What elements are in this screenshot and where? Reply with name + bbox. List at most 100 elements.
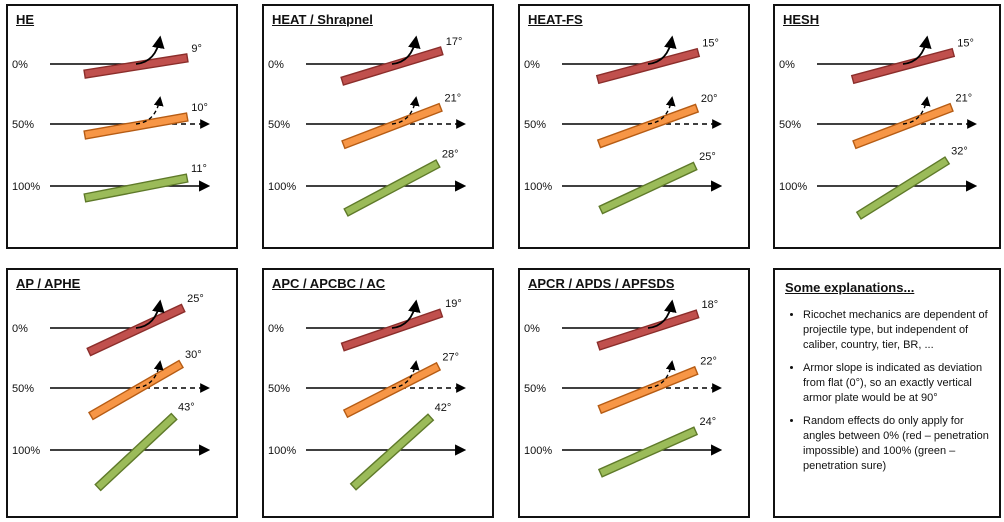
explanation-item: Armor slope is indicated as deviation fr…	[803, 361, 993, 406]
ricochet-path	[135, 96, 164, 125]
explanations-list: Ricochet mechanics are dependent of proj…	[783, 308, 993, 482]
penetration-probability-label: 50%	[268, 119, 290, 131]
slope-angle-label: 24°	[700, 416, 717, 428]
ricochet-path	[391, 35, 421, 65]
penetration-probability-label: 100%	[524, 445, 552, 457]
penetration-probability-label: 0%	[524, 323, 540, 335]
slope-angle-label: 30°	[185, 349, 202, 361]
ricochet-path	[391, 360, 420, 389]
explanations-title: Some explanations...	[785, 280, 915, 295]
slope-angle-label: 43°	[178, 402, 195, 414]
slope-angle-label: 20°	[701, 93, 718, 105]
slope-angle-label: 22°	[700, 356, 717, 368]
slope-angle-label: 32°	[951, 145, 968, 157]
armor-plate	[342, 361, 442, 419]
slope-angle-label: 11°	[191, 163, 207, 175]
penetration-probability-label: 50%	[779, 119, 801, 131]
ricochet-diagram: 0% 9° 50% 10° 100% 11°	[12, 35, 211, 203]
penetration-probability-label: 100%	[268, 445, 296, 457]
armor-plate	[598, 161, 698, 215]
armor-plate	[94, 412, 178, 492]
ricochet-diagram: 0% 17° 50% 21° 100% 28°	[268, 35, 467, 217]
penetration-probability-label: 100%	[12, 181, 40, 193]
slope-angle-label: 21°	[956, 92, 973, 104]
penetration-probability-label: 50%	[12, 119, 34, 131]
ricochet-path	[135, 299, 165, 329]
ricochet-path	[902, 96, 931, 125]
penetration-probability-label: 100%	[268, 181, 296, 193]
slope-angle-label: 19°	[445, 298, 462, 310]
penetration-probability-label: 100%	[12, 445, 40, 457]
explanations-panel: Some explanations... Ricochet mechanics a…	[773, 268, 1001, 518]
penetration-probability-label: 100%	[524, 181, 552, 193]
slope-angle-label: 25°	[699, 151, 716, 163]
panel-heat-shrapnel: HEAT / Shrapnel 0% 17° 50% 21° 100% 28°	[262, 4, 494, 249]
ricochet-path	[135, 360, 164, 389]
slope-angle-label: 17°	[446, 36, 463, 48]
panel-apc-apcbc-ac: APC / APCBC / AC 0% 19° 50% 27° 100% 42°	[262, 268, 494, 518]
slope-angle-label: 28°	[442, 149, 459, 161]
armor-plate	[83, 112, 189, 140]
panel-title: APC / APCBC / AC	[272, 276, 386, 291]
ricochet-diagram: 0% 15° 50% 20° 100% 25°	[524, 35, 723, 215]
ricochet-path	[391, 299, 421, 329]
armor-plate	[850, 47, 956, 85]
penetration-probability-label: 50%	[268, 383, 290, 395]
slope-angle-label: 18°	[701, 299, 718, 311]
armor-plate	[341, 102, 443, 150]
penetration-probability-label: 0%	[779, 59, 795, 71]
armor-plate	[83, 173, 189, 203]
penetration-probability-label: 0%	[268, 59, 284, 71]
armor-plate	[340, 46, 444, 86]
penetration-probability-label: 50%	[12, 383, 34, 395]
slope-angle-label: 21°	[445, 92, 462, 104]
armor-plate	[340, 308, 444, 352]
ricochet-path	[391, 96, 420, 125]
penetration-probability-label: 0%	[12, 323, 28, 335]
slope-angle-label: 27°	[442, 351, 459, 363]
armor-plate	[595, 47, 701, 85]
armor-plate	[597, 426, 699, 478]
ricochet-diagram: 0% 25° 50% 30° 100% 43°	[12, 293, 211, 492]
armor-plate	[86, 303, 186, 357]
ricochet-path	[647, 96, 676, 125]
panel-apcr-apds-apfsds: APCR / APDS / APFSDS 0% 18° 50% 22° 100% 24°	[518, 268, 750, 518]
armor-plate	[597, 365, 699, 415]
slope-angle-label: 9°	[191, 43, 202, 55]
ricochet-path	[647, 360, 676, 389]
armor-plate	[855, 156, 951, 220]
panel-hesh: HESH 0% 15° 50% 21° 100% 32°	[773, 4, 1001, 249]
panel-title: APCR / APDS / APFSDS	[528, 276, 675, 291]
panel-heat-fs: HEAT-FS 0% 15° 50% 20° 100% 25°	[518, 4, 750, 249]
slope-angle-label: 10°	[191, 102, 208, 114]
panel-ap-aphe: AP / APHE 0% 25° 50% 30° 100% 43°	[6, 268, 238, 518]
ricochet-diagram: 0% 18° 50% 22° 100% 24°	[524, 299, 723, 478]
ricochet-path	[647, 35, 677, 65]
panel-title: AP / APHE	[16, 276, 81, 291]
panel-title: HESH	[783, 12, 820, 27]
armor-plate	[596, 309, 700, 351]
armor-plate	[343, 159, 441, 217]
explanation-item: Random effects do only apply for angles …	[803, 414, 993, 474]
armor-plate	[88, 359, 184, 421]
panel-title: HEAT-FS	[528, 12, 583, 27]
penetration-probability-label: 0%	[268, 323, 284, 335]
penetration-probability-label: 100%	[779, 181, 807, 193]
slope-angle-label: 42°	[435, 402, 452, 414]
ricochet-diagram: 0% 15° 50% 21° 100% 32°	[779, 35, 978, 220]
ricochet-diagram: 0% 19° 50% 27° 100% 42°	[268, 298, 467, 491]
penetration-probability-label: 0%	[12, 59, 28, 71]
slope-angle-label: 15°	[957, 38, 974, 50]
armor-plate	[852, 102, 954, 150]
penetration-probability-label: 0%	[524, 59, 540, 71]
ricochet-path	[135, 35, 165, 65]
penetration-probability-label: 50%	[524, 383, 546, 395]
armor-plate	[349, 413, 435, 491]
ricochet-path	[902, 35, 932, 65]
slope-angle-label: 25°	[187, 293, 204, 305]
ricochet-path	[647, 299, 677, 329]
panel-title: HE	[16, 12, 35, 27]
penetration-probability-label: 50%	[524, 119, 546, 131]
panel-title: HEAT / Shrapnel	[272, 12, 373, 27]
